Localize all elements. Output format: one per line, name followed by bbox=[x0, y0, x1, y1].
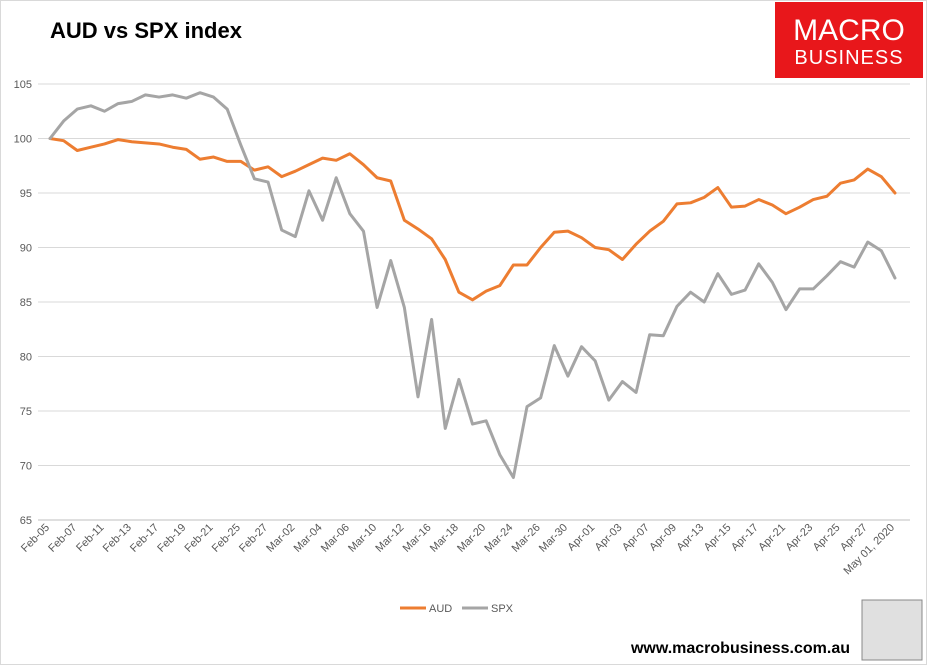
y-tick-label: 85 bbox=[20, 297, 32, 309]
fox-image bbox=[861, 599, 923, 661]
y-tick-label: 90 bbox=[20, 243, 32, 255]
chart-title: AUD vs SPX index bbox=[50, 18, 243, 43]
line-series bbox=[48, 137, 897, 302]
footer-url: www.macrobusiness.com.au bbox=[630, 640, 850, 657]
logo-text: BUSINESS bbox=[794, 47, 903, 69]
logo-box bbox=[775, 2, 923, 78]
logo: MACRO BUSINESS bbox=[775, 2, 923, 78]
y-tick-label: 95 bbox=[20, 188, 32, 200]
line-series bbox=[48, 91, 897, 479]
y-tick-label: 75 bbox=[20, 406, 32, 418]
y-tick-label: 70 bbox=[20, 461, 32, 473]
logo-text: MACRO bbox=[793, 14, 905, 47]
y-tick-label: 65 bbox=[20, 515, 32, 527]
y-tick-label: 100 bbox=[14, 134, 32, 146]
y-tick-label: 80 bbox=[20, 352, 32, 364]
y-tick-label: 105 bbox=[14, 79, 32, 91]
legend-label: AUD bbox=[429, 603, 452, 615]
legend-label: SPX bbox=[491, 603, 514, 615]
